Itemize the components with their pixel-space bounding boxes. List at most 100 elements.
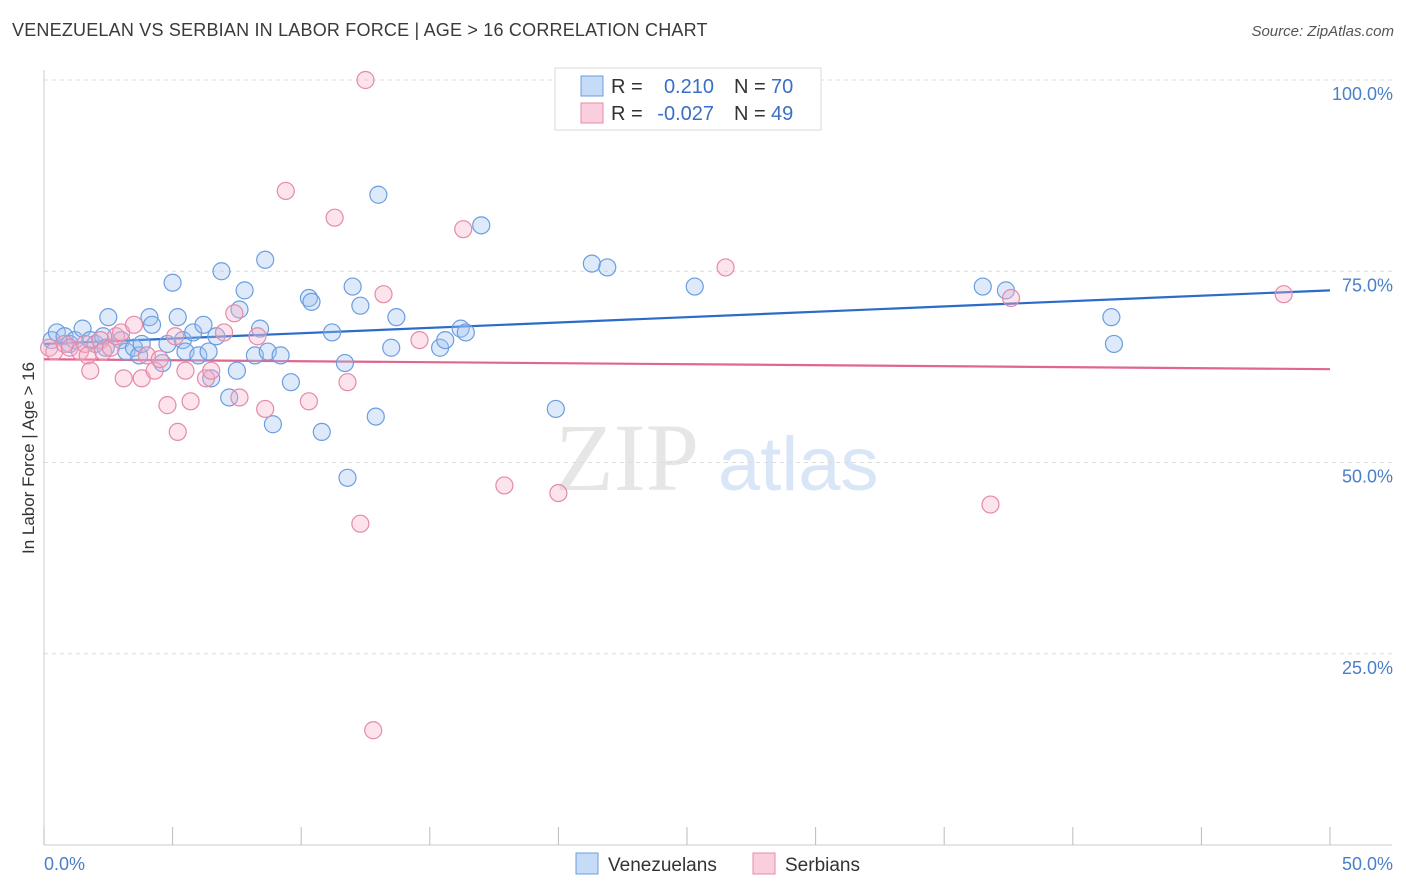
point-venezuelans bbox=[343, 277, 362, 296]
point-serbians bbox=[364, 721, 383, 740]
point-serbians bbox=[60, 338, 79, 357]
point-venezuelans bbox=[256, 250, 275, 269]
point-serbians bbox=[338, 373, 357, 392]
point-venezuelans bbox=[271, 346, 290, 365]
y-axis-title: In Labor Force | Age > 16 bbox=[19, 362, 38, 554]
legend-n-value-1: 49 bbox=[771, 103, 793, 125]
point-serbians bbox=[374, 285, 393, 304]
point-venezuelans bbox=[1104, 334, 1124, 354]
point-serbians bbox=[248, 327, 267, 346]
point-venezuelans bbox=[281, 373, 301, 392]
point-venezuelans bbox=[184, 323, 203, 342]
point-venezuelans bbox=[227, 361, 246, 380]
point-venezuelans bbox=[220, 388, 239, 407]
watermark-zip: ZIP bbox=[555, 404, 699, 511]
series-serbians bbox=[40, 70, 1293, 740]
point-venezuelans bbox=[163, 273, 182, 292]
point-venezuelans bbox=[99, 308, 118, 327]
legend-n-value-0: 70 bbox=[771, 76, 793, 98]
point-serbians bbox=[325, 208, 344, 227]
point-serbians bbox=[549, 484, 568, 503]
point-serbians bbox=[230, 388, 249, 407]
legend: R = 0.210 N = 70 R = -0.027 N = 49 bbox=[554, 67, 822, 131]
grid-lines bbox=[44, 79, 1392, 655]
point-venezuelans bbox=[472, 216, 491, 235]
point-serbians bbox=[181, 392, 200, 411]
source-label: Source: ZipAtlas.com bbox=[1251, 23, 1394, 40]
point-serbians bbox=[91, 331, 110, 350]
y-tick-label: 75.0% bbox=[1342, 275, 1393, 295]
point-venezuelans bbox=[1102, 308, 1121, 327]
trend-line-venezuelans bbox=[43, 289, 1331, 346]
point-venezuelans bbox=[199, 342, 218, 361]
point-venezuelans bbox=[312, 422, 331, 441]
point-serbians bbox=[351, 514, 370, 533]
point-venezuelans bbox=[158, 334, 177, 354]
legend-r-label-1: R = bbox=[611, 103, 643, 125]
point-venezuelans bbox=[436, 331, 455, 350]
point-serbians bbox=[76, 334, 95, 354]
point-venezuelans bbox=[546, 399, 565, 419]
point-serbians bbox=[78, 346, 97, 365]
point-serbians bbox=[145, 361, 164, 380]
point-venezuelans bbox=[168, 308, 187, 327]
point-venezuelans bbox=[142, 315, 162, 334]
point-serbians bbox=[1001, 288, 1021, 308]
point-serbians bbox=[168, 422, 187, 441]
point-venezuelans bbox=[335, 353, 355, 373]
point-venezuelans bbox=[194, 315, 213, 334]
x-tick-label: 0.0% bbox=[44, 854, 85, 874]
y-tick-label: 100.0% bbox=[1332, 84, 1393, 104]
point-venezuelans bbox=[582, 254, 601, 273]
x-tick-label: 50.0% bbox=[1342, 854, 1393, 874]
point-venezuelans bbox=[973, 277, 992, 296]
point-venezuelans bbox=[212, 262, 231, 281]
point-serbians bbox=[225, 304, 244, 323]
point-serbians bbox=[356, 70, 375, 90]
trend-lines bbox=[43, 289, 1331, 371]
y-tick-label: 50.0% bbox=[1342, 467, 1393, 487]
trend-line-serbians bbox=[43, 358, 1331, 371]
series-venezuelans bbox=[42, 185, 1124, 487]
point-serbians bbox=[158, 396, 177, 415]
point-venezuelans bbox=[598, 258, 617, 277]
point-serbians bbox=[124, 315, 144, 334]
point-venezuelans bbox=[387, 308, 406, 327]
point-venezuelans bbox=[189, 346, 208, 365]
axes bbox=[43, 70, 1392, 846]
point-serbians bbox=[114, 369, 133, 388]
point-serbians bbox=[454, 220, 473, 239]
point-venezuelans bbox=[132, 334, 151, 354]
bottom-legend-label-serbians: Serbians bbox=[785, 855, 860, 876]
watermark-atlas: atlas bbox=[718, 422, 879, 507]
point-serbians bbox=[256, 399, 275, 419]
point-serbians bbox=[716, 258, 735, 277]
legend-r-value-0: 0.210 bbox=[664, 76, 714, 98]
point-venezuelans bbox=[322, 323, 342, 342]
legend-r-value-1: -0.027 bbox=[657, 103, 714, 125]
point-serbians bbox=[101, 338, 120, 357]
bottom-legend-label-venezuelans: Venezuelans bbox=[608, 855, 717, 876]
point-serbians bbox=[166, 327, 185, 346]
chart-title: VENEZUELAN VS SERBIAN IN LABOR FORCE | A… bbox=[12, 20, 708, 40]
point-venezuelans bbox=[366, 407, 385, 426]
legend-swatch-serbians bbox=[580, 102, 604, 124]
point-venezuelans bbox=[235, 281, 254, 300]
legend-swatch-venezuelans bbox=[580, 75, 604, 97]
point-venezuelans bbox=[382, 338, 401, 357]
bottom-legend: Venezuelans Serbians bbox=[575, 852, 860, 876]
point-serbians bbox=[202, 361, 221, 380]
point-serbians bbox=[176, 361, 195, 380]
bottom-legend-swatch-venezuelans bbox=[575, 852, 599, 875]
point-venezuelans bbox=[130, 346, 149, 365]
bottom-legend-swatch-serbians bbox=[752, 852, 776, 875]
point-venezuelans bbox=[202, 369, 221, 388]
point-serbians bbox=[150, 350, 169, 369]
y-tick-label: 25.0% bbox=[1342, 658, 1393, 678]
legend-r-label-0: R = bbox=[611, 76, 643, 98]
point-venezuelans bbox=[456, 323, 475, 342]
point-venezuelans bbox=[369, 185, 388, 204]
point-venezuelans bbox=[685, 277, 704, 296]
point-serbians bbox=[495, 476, 514, 495]
